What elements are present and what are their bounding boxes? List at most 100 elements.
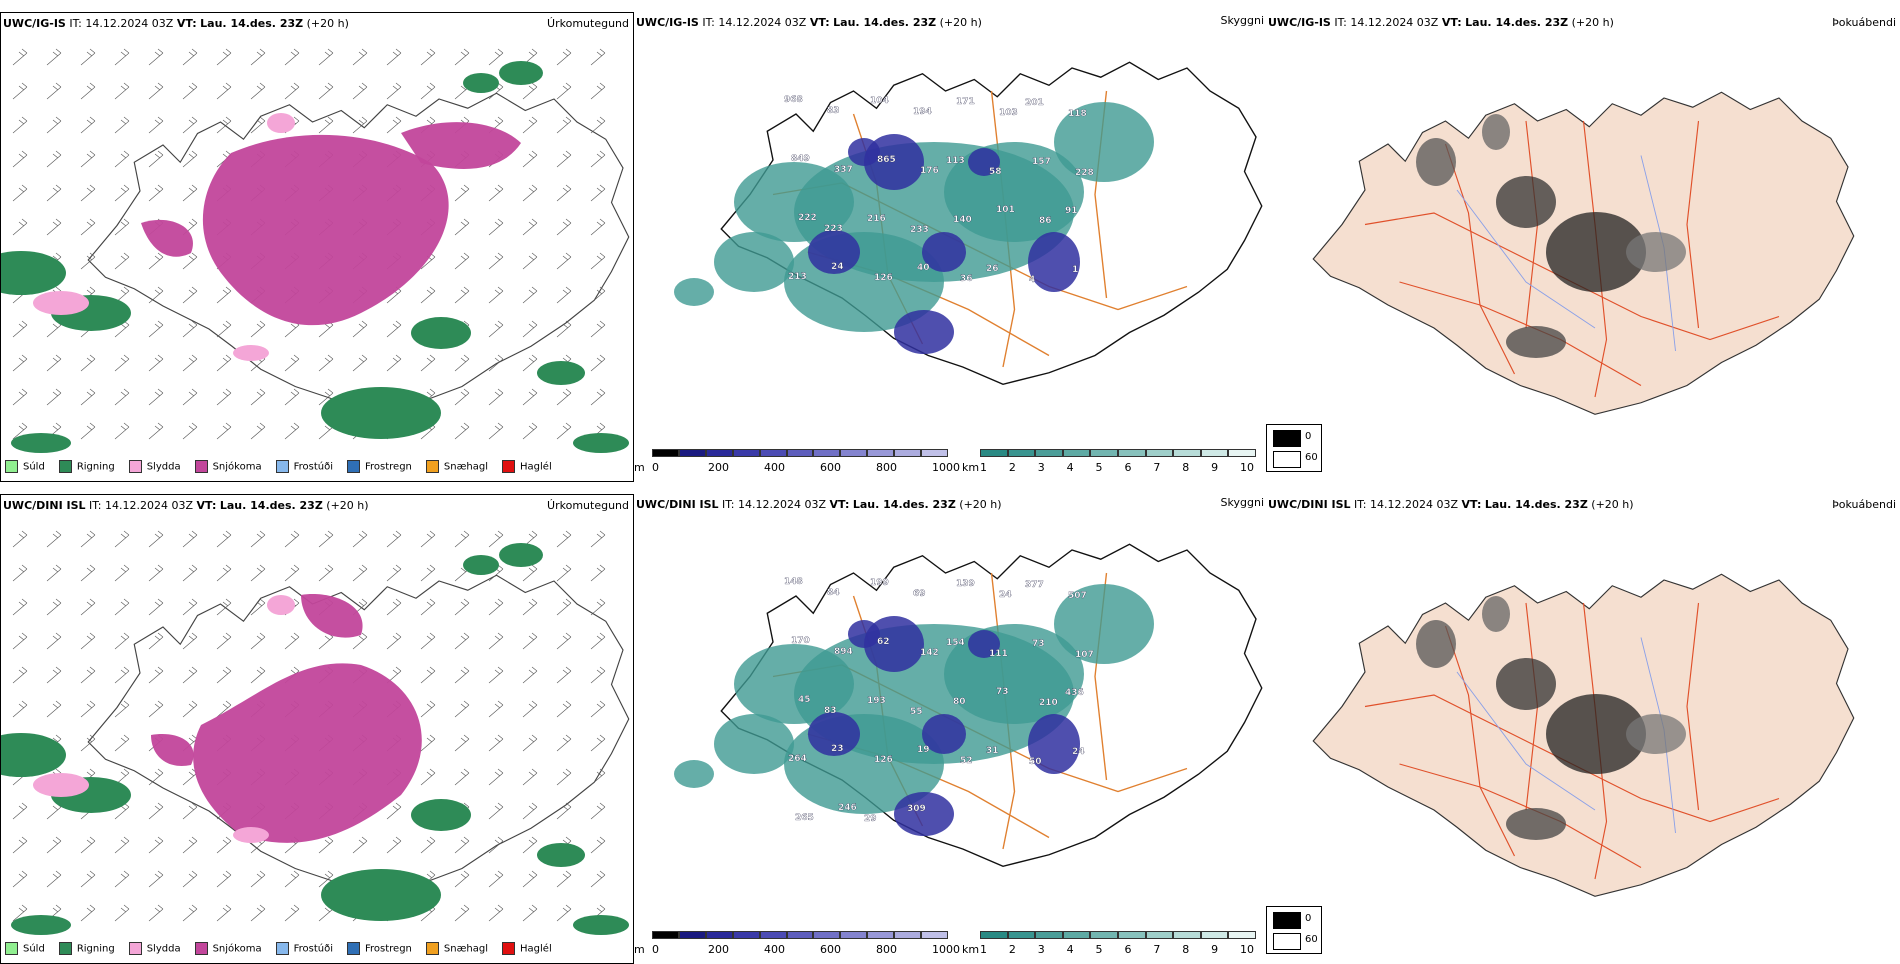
- fog-legend-value: 60: [1305, 452, 1318, 463]
- colorbar-unit: km: [962, 461, 980, 474]
- cloud-base-label: 337: [834, 165, 853, 175]
- legend-swatch: [347, 460, 360, 473]
- fog-legend-value: 0: [1305, 913, 1312, 924]
- panel-field-name: Úrkomutegund: [547, 17, 629, 30]
- cloud-base-label: 246: [838, 803, 857, 813]
- colorbar-swatch: [732, 449, 760, 457]
- legend-swatch: [275, 460, 289, 473]
- cloud-base-label: 101: [996, 205, 1015, 215]
- cloud-base-label: 24: [999, 590, 1012, 600]
- iceland-precip-map: [1, 530, 630, 935]
- legend-label: Snæhagl: [443, 461, 489, 473]
- colorbar-swatch: [652, 931, 679, 939]
- it-label: IT:: [722, 498, 735, 511]
- colorbar-swatch: [732, 931, 760, 939]
- it-label: IT:: [69, 17, 82, 30]
- colorbar-swatch: [867, 449, 895, 457]
- cloud-base-label: 142: [920, 648, 939, 658]
- colorbar-swatch: [1200, 931, 1229, 939]
- visibility-panel: UWC/IG-IS IT: 14.12.2024 03Z VT: Lau. 14…: [634, 12, 1266, 482]
- legend-item: Frostregn: [347, 460, 412, 473]
- iceland-visibility-map: 148 84 199 69 139 24 377 507 170 894 62 142 154 111 73…: [674, 543, 1263, 867]
- it-label: IT:: [1334, 16, 1347, 29]
- legend-swatch: [58, 942, 72, 955]
- legend-label: Frostúði: [293, 461, 333, 473]
- colorbar-tick-label: 6: [1124, 461, 1132, 474]
- colorbar-swatch: [1145, 931, 1174, 939]
- legend-item: Snæhagl: [425, 942, 488, 955]
- legend-item: Frostúði: [275, 942, 333, 955]
- cloud-base-label: 377: [1025, 580, 1044, 590]
- colorbar-swatch: [1062, 449, 1091, 457]
- cloud-base-label: 113: [946, 156, 965, 166]
- colorbar-swatch: [1173, 449, 1201, 457]
- colorbar-tick-label: 3: [1037, 461, 1045, 474]
- legend-swatch: [5, 942, 18, 955]
- cloud-base-label: 849: [791, 154, 810, 164]
- colorbar-swatch: [867, 931, 895, 939]
- colorbar-swatch: [1035, 931, 1063, 939]
- cloud-base-label: 222: [798, 213, 817, 223]
- legend-label: Haglél: [520, 461, 552, 473]
- colorbar-swatch: [1035, 449, 1063, 457]
- legend-label: Snjókoma: [212, 461, 262, 473]
- cloud-base-label: 968: [784, 95, 803, 105]
- legend-item: Frostúði: [275, 460, 333, 473]
- cloud-base-label: 126: [874, 755, 893, 765]
- lead-time: (+20 h): [939, 16, 982, 29]
- panel-field-name: Skyggni: [1220, 496, 1264, 509]
- colorbar-swatch: [1062, 931, 1091, 939]
- cloud-base-label: 228: [1075, 168, 1094, 178]
- cloud-base-label: 140: [953, 215, 972, 225]
- colorbar-swatch: [1173, 931, 1201, 939]
- legend-swatch: [128, 942, 142, 955]
- cloud-base-label: 58: [989, 167, 1002, 177]
- colorbar-swatch: [786, 449, 814, 457]
- legend-item: Snjókoma: [194, 460, 262, 473]
- cloud-base-label: 86: [1039, 216, 1052, 226]
- cloud-base-label: 111: [989, 649, 1008, 659]
- cloud-base-label: 170: [791, 636, 810, 646]
- vt-value: Lau. 14.des. 23Z: [833, 16, 937, 29]
- cloud-base-label: 193: [867, 696, 886, 706]
- precip-type-panel: UWC/DINI ISL IT: 14.12.2024 03Z VT: Lau.…: [0, 494, 634, 964]
- panel-field-name: Úrkomutegund: [547, 499, 629, 512]
- vt-value: Lau. 14.des. 23Z: [219, 499, 323, 512]
- cloud-base-label: 223: [824, 224, 843, 234]
- lead-time: (+20 h): [1571, 16, 1614, 29]
- legend-label: Frostúði: [293, 943, 333, 955]
- model-name: UWC/DINI ISL: [636, 498, 719, 511]
- colorbar-swatch: [813, 931, 841, 939]
- cloud-base-label: 83: [824, 706, 837, 716]
- vt-label: VT:: [1461, 498, 1482, 511]
- legend-item: Slydda: [128, 942, 181, 955]
- visibility-colorbar: km 1 2 3 4 5 6 7 8 9 10: [962, 931, 1262, 961]
- cloud-base-label: 24: [831, 262, 844, 272]
- legend-item: Haglél: [502, 460, 552, 473]
- lead-time: (+20 h): [306, 17, 349, 30]
- cloud-base-colorbar: m 0 200 400 600 800 1000: [634, 931, 960, 961]
- iceland-precip-map: [1, 48, 630, 453]
- cloud-base-label: 148: [784, 577, 803, 587]
- colorbar-swatch: [786, 931, 814, 939]
- panel-title: UWC/IG-IS IT: 14.12.2024 03Z VT: Lau. 14…: [1268, 16, 1614, 29]
- panel-title: UWC/DINI ISL IT: 14.12.2024 03Z VT: Lau.…: [1268, 498, 1634, 511]
- colorbar-swatch: [1090, 449, 1118, 457]
- colorbar-swatch: [1090, 931, 1118, 939]
- panel-field-name: Þokuábendi: [1832, 16, 1896, 29]
- cloud-base-label: 31: [986, 746, 999, 756]
- legend-label: Haglél: [520, 943, 552, 955]
- colorbar-tick-label: 10: [1240, 461, 1254, 474]
- legend-label: Súld: [23, 943, 45, 955]
- lead-time: (+20 h): [326, 499, 369, 512]
- legend-item: Súld: [5, 942, 45, 955]
- fog-index-panel: UWC/IG-IS IT: 14.12.2024 03Z VT: Lau. 14…: [1266, 12, 1900, 482]
- it-value: 14.12.2024 03Z: [85, 17, 174, 30]
- cloud-base-label: 265: [795, 813, 814, 823]
- cloud-base-label: 91: [1065, 206, 1078, 216]
- colorbar-swatch: [1228, 931, 1256, 939]
- cloud-base-label: 171: [956, 97, 975, 107]
- cloud-base-label: 107: [1075, 650, 1094, 660]
- legend-item: Snjókoma: [194, 942, 262, 955]
- vt-label: VT:: [829, 498, 850, 511]
